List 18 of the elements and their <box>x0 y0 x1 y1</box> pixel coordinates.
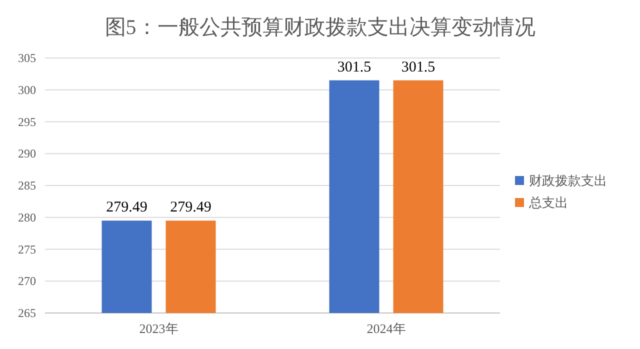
y-tick-label: 280 <box>18 210 36 224</box>
y-tick-label: 270 <box>18 274 36 288</box>
y-tick-label: 305 <box>18 51 36 65</box>
data-label: 279.49 <box>106 200 148 216</box>
legend-label: 总支出 <box>528 195 568 210</box>
data-label: 301.5 <box>401 59 436 76</box>
y-tick-label: 285 <box>18 178 36 192</box>
x-tick-label: 2024年 <box>366 321 406 336</box>
x-tick-label: 2023年 <box>139 321 178 336</box>
y-tick-label: 290 <box>18 146 36 161</box>
legend-label: 财政拨款支出 <box>529 173 607 188</box>
y-tick-label: 300 <box>18 82 36 97</box>
data-label: 279.49 <box>170 200 212 216</box>
y-tick-label: 265 <box>18 306 36 320</box>
y-tick-label: 295 <box>18 114 36 129</box>
chart-title: 图5：一般公共预算财政拨款支出决算变动情况 <box>104 15 536 39</box>
y-tick-label: 275 <box>18 242 36 256</box>
data-label: 301.5 <box>337 59 372 76</box>
